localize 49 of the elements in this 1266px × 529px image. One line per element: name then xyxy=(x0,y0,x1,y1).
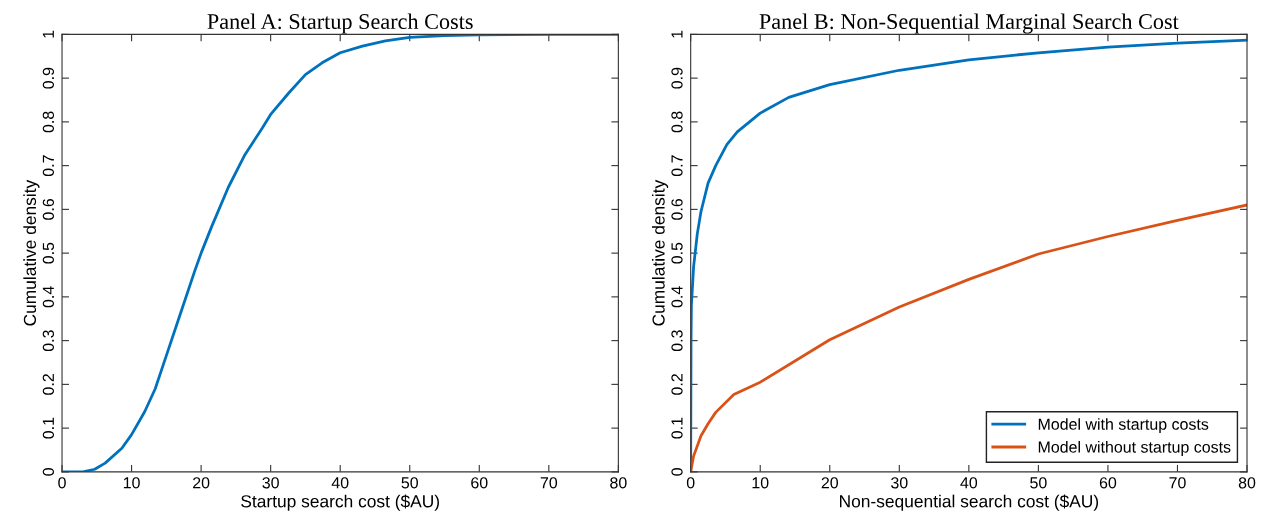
x-tick-label: 30 xyxy=(262,477,279,489)
y-tick-label: 0.6 xyxy=(42,198,55,220)
y-tick-label: 0.9 xyxy=(671,67,683,89)
y-tick-label: 0.6 xyxy=(671,198,683,220)
y-tick-label: 0.8 xyxy=(671,111,683,133)
x-tick-label: 0 xyxy=(58,477,66,489)
y-axis-title: Cumulative density xyxy=(23,179,40,326)
legend-label: Model without startup costs xyxy=(1038,441,1231,456)
x-tick-label: 60 xyxy=(1099,477,1117,489)
x-tick-label: 20 xyxy=(193,477,210,489)
y-tick-label: 0.1 xyxy=(42,417,55,439)
y-tick-label: 0.7 xyxy=(671,155,683,177)
y-tick-label: 0.5 xyxy=(42,242,55,264)
x-tick-label: 10 xyxy=(123,477,140,489)
x-tick-label: 60 xyxy=(471,477,488,489)
x-tick-label: 80 xyxy=(610,477,627,489)
legend-label: Model with startup costs xyxy=(1038,418,1209,434)
y-tick-label: 1 xyxy=(671,30,683,38)
y-tick-label: 0 xyxy=(42,468,55,476)
y-tick-label: 0.5 xyxy=(671,242,683,264)
y-axis-title: Cumulative density xyxy=(651,179,669,326)
x-tick-label: 70 xyxy=(1169,477,1186,489)
y-tick-label: 0 xyxy=(671,468,683,476)
chart-title: Panel A: Startup Search Costs xyxy=(207,13,473,34)
y-tick-label: 0.8 xyxy=(42,111,55,133)
x-tick-label: 70 xyxy=(540,477,558,489)
x-tick-label: 20 xyxy=(821,477,839,489)
chart-title: Panel B: Non-Sequential Marginal Search Cost xyxy=(759,13,1179,34)
y-tick-label: 0.2 xyxy=(42,374,55,395)
y-tick-label: 1 xyxy=(42,30,54,38)
x-axis-title: Non-sequential search cost ($AU) xyxy=(840,494,1099,511)
x-tick-label: 10 xyxy=(752,477,769,489)
x-tick-label: 80 xyxy=(1238,477,1256,489)
x-tick-label: 50 xyxy=(1030,477,1047,489)
x-tick-label: 0 xyxy=(686,477,695,489)
line-series xyxy=(62,34,619,472)
y-tick-label: 0.3 xyxy=(42,330,55,352)
x-tick-label: 30 xyxy=(891,477,908,489)
x-tick-label: 50 xyxy=(401,477,418,489)
y-tick-label: 0.2 xyxy=(671,374,683,395)
y-tick-label: 0.4 xyxy=(42,286,55,308)
x-tick-label: 40 xyxy=(331,477,349,489)
y-tick-label: 0.9 xyxy=(42,67,55,89)
y-tick-label: 0.4 xyxy=(671,286,683,308)
x-axis-title: Startup search cost ($AU) xyxy=(241,494,439,511)
y-tick-label: 0.3 xyxy=(671,330,683,352)
y-tick-label: 0.7 xyxy=(42,155,55,177)
y-tick-label: 0.1 xyxy=(671,417,683,439)
x-tick-label: 40 xyxy=(960,477,978,489)
